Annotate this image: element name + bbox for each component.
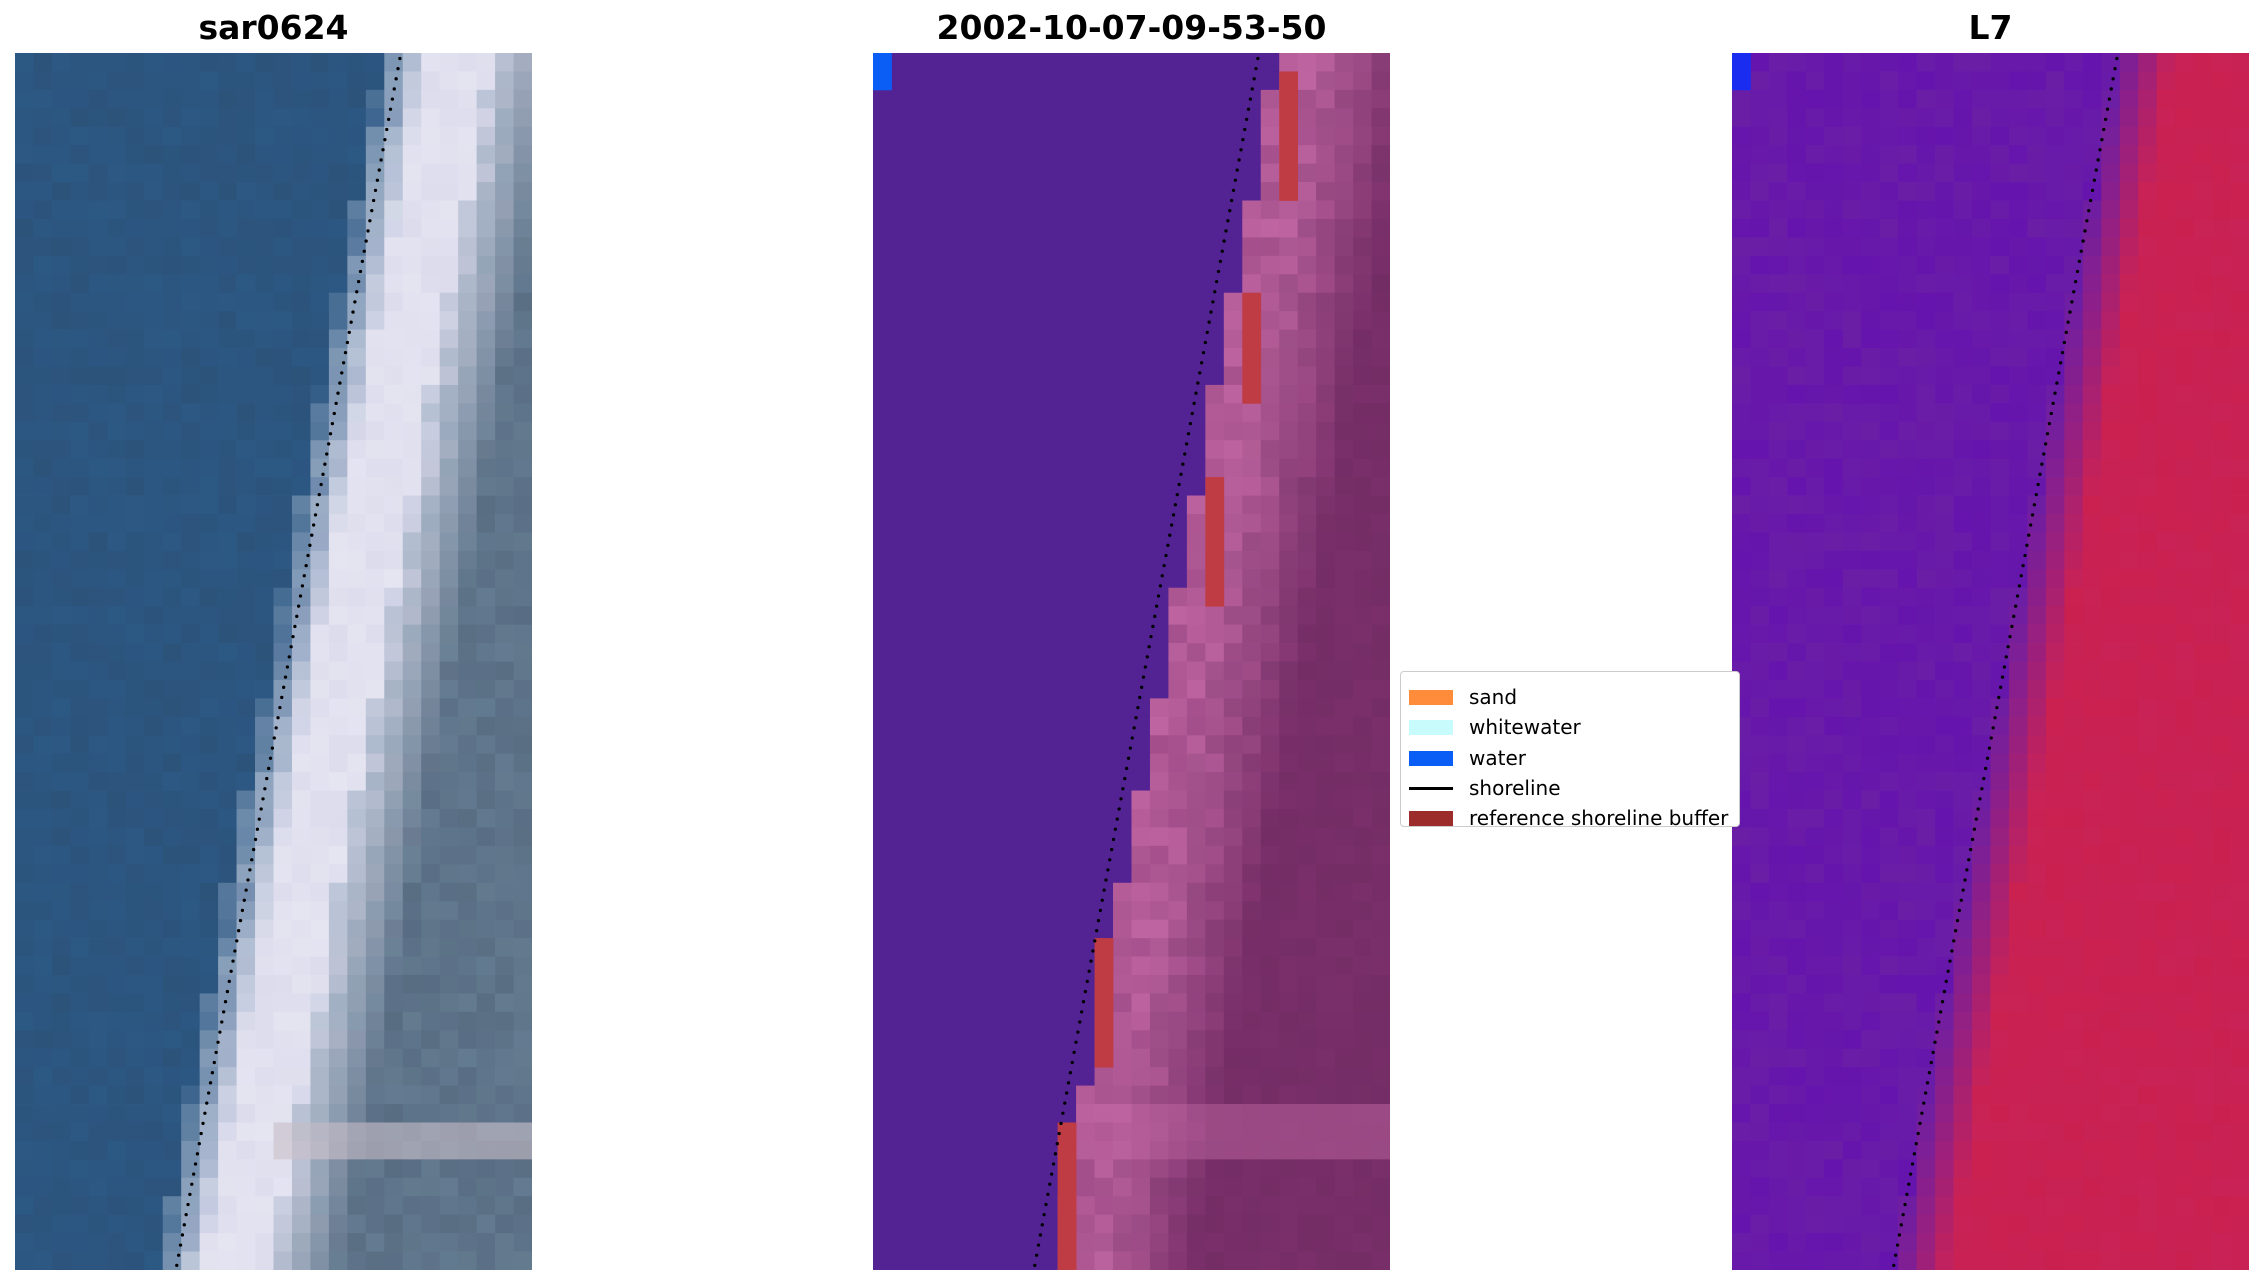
reference-buffer-segment — [1279, 71, 1299, 201]
legend-item-water: water — [1409, 743, 1526, 773]
shoreline-index — [1892, 56, 2119, 1268]
water-swatch — [1409, 750, 1453, 766]
reference-buffer-swatch — [1409, 810, 1453, 826]
reference-buffer-segment — [1094, 938, 1114, 1068]
panel-title-index: L7 — [1968, 8, 2013, 47]
legend-item-reference-buffer: reference shoreline buffer — [1409, 803, 1729, 827]
rgb-satellite-image — [15, 53, 532, 1270]
shoreline-rgb — [175, 56, 402, 1268]
legend-label-water: water — [1469, 746, 1526, 770]
classified-image — [873, 53, 1390, 1270]
panel-title-classified: 2002-10-07-09-53-50 — [936, 8, 1327, 47]
reference-buffer-segment — [1057, 1122, 1077, 1270]
water-index-image — [1732, 53, 2249, 1270]
sand-swatch — [1409, 689, 1453, 705]
shoreline-line-swatch — [1409, 786, 1453, 790]
legend-label-whitewater: whitewater — [1469, 715, 1581, 739]
shoreline-classified — [1033, 56, 1260, 1268]
legend-item-sand: sand — [1409, 682, 1517, 712]
legend-item-whitewater: whitewater — [1409, 712, 1581, 742]
panel-title-rgb: sar0624 — [198, 8, 349, 47]
legend-label-reference-buffer: reference shoreline buffer — [1469, 806, 1729, 827]
legend-label-sand: sand — [1469, 685, 1518, 709]
legend-label-shoreline: shoreline — [1469, 776, 1561, 800]
legend: sand whitewater water shoreline referenc… — [1400, 671, 1740, 827]
legend-item-shoreline: shoreline — [1409, 773, 1561, 803]
reference-buffer-segment — [1242, 292, 1262, 404]
whitewater-swatch — [1409, 719, 1453, 735]
water-index-corner — [1732, 53, 1751, 91]
water-pixels — [873, 53, 892, 91]
reference-buffer-segment — [1205, 477, 1225, 607]
